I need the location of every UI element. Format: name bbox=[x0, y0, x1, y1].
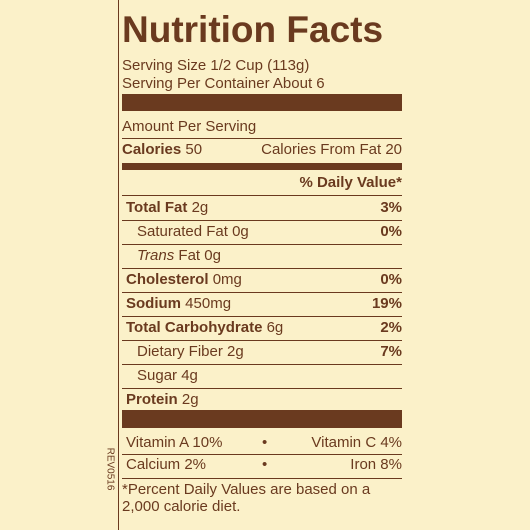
revision: REV0516 bbox=[104, 447, 116, 491]
rule bbox=[122, 268, 402, 269]
footnote-line: 2,000 calorie diet. bbox=[122, 498, 241, 515]
nutrient-name: Fat bbox=[178, 247, 201, 264]
rule bbox=[122, 388, 402, 389]
nutrient-name: Total Carbohydrate bbox=[126, 319, 263, 336]
calories-from-fat: Calories From Fat 20 bbox=[261, 141, 402, 158]
nutrient-dv: 0% bbox=[380, 271, 402, 288]
rule bbox=[122, 220, 402, 221]
vitamin: Vitamin A 10% bbox=[126, 434, 223, 451]
nutrient-amount: 0g bbox=[204, 247, 221, 264]
nutrient-amount: 450mg bbox=[185, 295, 232, 312]
nutrient-row: Sugar 4g bbox=[137, 367, 198, 385]
nutrient-row: Trans Fat 0g bbox=[137, 247, 221, 265]
rule bbox=[122, 138, 402, 139]
rule bbox=[122, 454, 402, 455]
nutrient-amount: 4g bbox=[181, 367, 198, 384]
nutrient-row: Saturated Fat 0g bbox=[137, 223, 249, 241]
nutrient-name: Protein bbox=[126, 391, 178, 408]
nutrient-row: Total Carbohydrate 6g bbox=[126, 319, 283, 337]
vitamin: Vitamin C 4% bbox=[311, 434, 402, 451]
footnote-line: *Percent Daily Values are based on a bbox=[122, 481, 371, 498]
nutrient-row: Dietary Fiber 2g bbox=[137, 343, 244, 361]
vitamin: Iron 8% bbox=[350, 456, 402, 473]
servings: Serving Per Container About 6 bbox=[122, 75, 325, 92]
amount-per-serving: Amount Per Serving bbox=[122, 118, 257, 135]
rule bbox=[122, 478, 402, 479]
vitamin: Calcium 2% bbox=[126, 456, 207, 473]
daily-value-header: % Daily Value* bbox=[299, 174, 402, 191]
nutrient-row: Protein 2g bbox=[126, 391, 199, 409]
footnote: *Percent Daily Values are based on a 2,00… bbox=[122, 481, 370, 515]
nutrient-dv: 0% bbox=[380, 223, 402, 240]
rule bbox=[122, 292, 402, 293]
nutrient-row: Sodium 450mg bbox=[126, 295, 231, 313]
rule bbox=[122, 195, 402, 196]
border bbox=[118, 0, 119, 530]
nutrient-amount: 2g bbox=[191, 199, 209, 216]
thick-rule bbox=[122, 410, 402, 428]
nutrient-dv: 2% bbox=[380, 319, 402, 336]
nutrient-dv: 19% bbox=[371, 295, 402, 312]
nutrient-name: Saturated Fat bbox=[137, 223, 228, 240]
nutrient-amount: 2g bbox=[227, 343, 244, 360]
nutrient-name: Sodium bbox=[126, 295, 181, 312]
bullet: • bbox=[262, 434, 268, 451]
nutrient-name: Sugar bbox=[137, 367, 178, 384]
calories-label: Calories bbox=[122, 141, 182, 158]
calories-value: 50 bbox=[185, 141, 203, 158]
nutrient-amount: 0mg bbox=[212, 271, 242, 288]
nutrient-amount: 6g bbox=[266, 319, 284, 336]
nutrient-dv: 3% bbox=[380, 199, 402, 216]
rule bbox=[122, 316, 402, 317]
nutrient-dv: 7% bbox=[380, 343, 402, 360]
calories: Calories 50 bbox=[122, 141, 202, 159]
nutrient-name: Dietary Fiber bbox=[137, 343, 223, 360]
nutrient-name: Cholesterol bbox=[126, 271, 209, 288]
nutrient-amount: 0g bbox=[232, 223, 249, 240]
nutrient-name: Total Fat bbox=[126, 199, 188, 216]
thick-rule bbox=[122, 94, 402, 111]
bullet: • bbox=[262, 456, 268, 473]
nutrient-row: Cholesterol 0mg bbox=[126, 271, 242, 289]
serving-size: Serving Size 1/2 Cup (113g) bbox=[122, 57, 310, 74]
nutrient-prefix: Trans bbox=[137, 247, 175, 264]
title: Nutrition Facts bbox=[122, 9, 384, 50]
nutrient-amount: 2g bbox=[181, 391, 199, 408]
nutrient-row: Total Fat 2g bbox=[126, 199, 208, 217]
medium-rule bbox=[122, 163, 402, 170]
rule bbox=[122, 364, 402, 365]
rule bbox=[122, 244, 402, 245]
rule bbox=[122, 340, 402, 341]
